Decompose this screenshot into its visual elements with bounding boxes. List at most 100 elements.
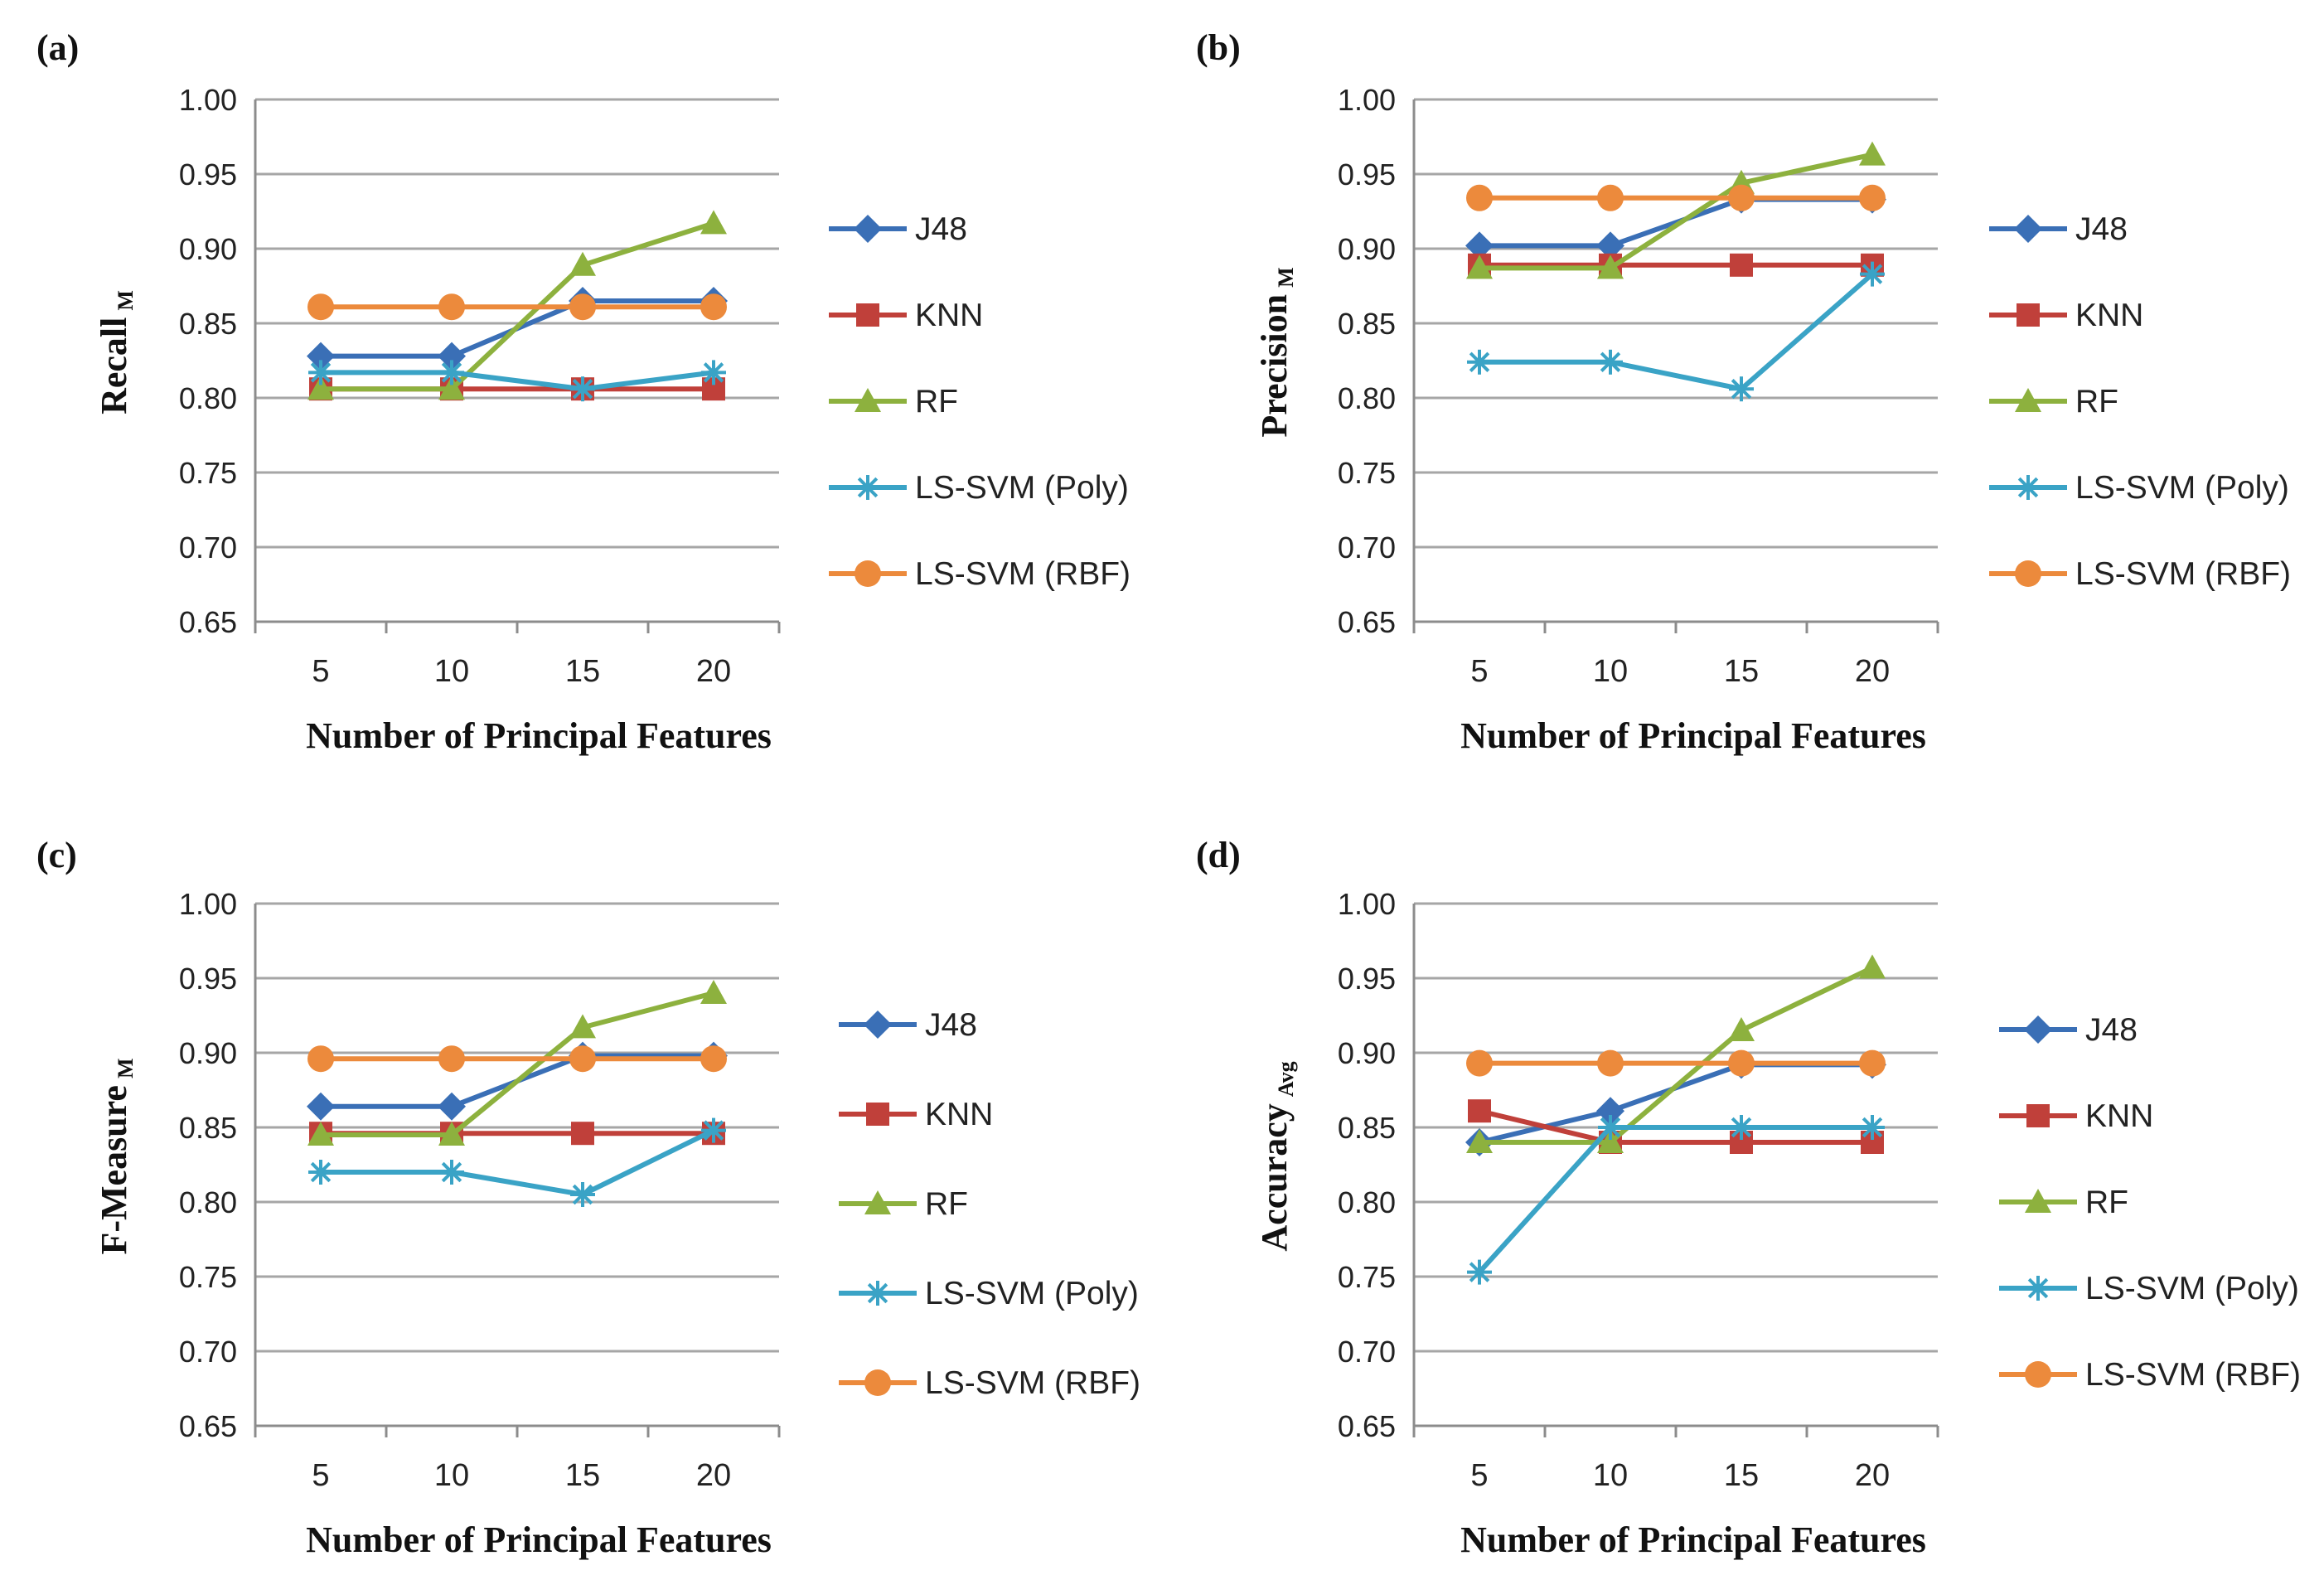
y-tick-labels: 0.65 0.70 0.75 0.80 0.85 0.90 0.95 1.00: [179, 887, 237, 1443]
legend-marker: [2025, 1361, 2051, 1388]
data-point: [701, 360, 726, 385]
series-line: [321, 991, 714, 1137]
x-tick-labels: 5 10 15 20: [312, 654, 731, 689]
legend-label: LS-SVM (RBF): [915, 556, 1131, 592]
y-axis-label-subscript: M: [114, 290, 138, 311]
y-tick-label: 0.90: [1338, 232, 1396, 266]
data-point: [1859, 954, 1886, 979]
data-point: [307, 293, 334, 321]
y-tick-label: 1.00: [179, 887, 237, 921]
y-tick-label: 0.80: [179, 1185, 237, 1219]
series-ls-svm-rbf: [1466, 184, 1886, 211]
data-point: [307, 376, 334, 400]
series-line: [1479, 965, 1874, 1145]
panel-d: (d) 0.65 0.70 0.75 0.80 0.85 0.90 0.95 1.00 5 10…: [1196, 835, 2301, 1560]
legend-label: LS-SVM (Poly): [2075, 470, 2289, 506]
data-point: [307, 1045, 334, 1073]
x-axis-label: Number of Principal Features: [1460, 715, 1926, 756]
x-tick-label: 20: [1855, 654, 1890, 689]
legend-label: KNN: [2075, 298, 2143, 333]
legend-item: J48: [829, 211, 967, 247]
series-lines: [307, 980, 728, 1207]
legend-label: J48: [2075, 211, 2128, 247]
panel-c: (c) 0.65 0.70 0.75 0.80 0.85 0.90 0.95 1.00 5 10…: [36, 835, 1140, 1560]
y-tick-label: 0.75: [179, 1260, 237, 1294]
y-tick-labels: 0.65 0.70 0.75 0.80 0.85 0.90 0.95 1.00: [1338, 83, 1396, 639]
series-line: [1479, 196, 1872, 249]
x-tick-label: 5: [312, 1458, 329, 1493]
data-point: [438, 1092, 466, 1121]
data-point: [1728, 184, 1755, 211]
legend-item: RF: [839, 1186, 968, 1222]
data-point: [1729, 1115, 1754, 1140]
legend-item: J48: [839, 1007, 977, 1043]
series-line: [1477, 1125, 1872, 1274]
series-rf: [1466, 954, 1886, 1153]
data-point: [1596, 231, 1624, 260]
legend-marker: [2015, 560, 2041, 587]
legend-marker: [864, 1369, 891, 1396]
data-point: [438, 1122, 465, 1146]
data-point: [1597, 254, 1624, 279]
x-axis-label: Number of Principal Features: [306, 715, 772, 756]
legend-label: RF: [925, 1186, 968, 1222]
legend-label: KNN: [915, 298, 983, 333]
y-tick-label: 0.75: [1338, 1260, 1396, 1294]
x-tick-label: 15: [565, 1458, 600, 1493]
legend-item: LS-SVM (Poly): [829, 470, 1129, 506]
data-point: [569, 251, 596, 276]
data-point: [1728, 1017, 1755, 1041]
series-lines: [307, 210, 728, 402]
series-line: [1479, 152, 1873, 271]
x-tick-label: 20: [1855, 1458, 1890, 1493]
data-point: [1598, 1115, 1623, 1140]
x-tick-label: 10: [1593, 1458, 1628, 1493]
legend-label: RF: [2075, 384, 2118, 419]
legend-item: RF: [1989, 384, 2118, 419]
gridlines: [254, 902, 781, 1437]
data-point: [700, 293, 727, 321]
x-tick-labels: 5 10 15 20: [1470, 654, 1890, 689]
y-tick-label: 0.85: [179, 307, 237, 341]
y-tick-label: 0.70: [179, 531, 237, 565]
legend-label: J48: [915, 211, 967, 247]
legend-label: LS-SVM (Poly): [915, 470, 1129, 506]
x-tick-label: 15: [565, 654, 600, 689]
x-tick-label: 15: [1724, 654, 1759, 689]
x-tick-label: 15: [1724, 1458, 1759, 1493]
y-axis-label-subscript: Avg: [1274, 1061, 1298, 1097]
data-point: [1729, 376, 1754, 402]
y-tick-label: 0.90: [179, 232, 237, 266]
legend-label: LS-SVM (RBF): [2075, 556, 2291, 592]
series-ls-svm-poly: [1467, 261, 1885, 402]
legend-label: J48: [2085, 1012, 2138, 1048]
series-rf: [307, 980, 727, 1146]
panel-label: (b): [1196, 27, 1241, 68]
data-point: [1859, 141, 1886, 166]
legend-marker: [2017, 303, 2040, 327]
data-point: [700, 1045, 727, 1073]
panel-b: (b) 0.65 0.70 0.75 0.80 0.85 0.90 0.95 1.00 5 10…: [1196, 27, 2291, 756]
legend-item: KNN: [839, 1097, 993, 1132]
y-tick-label: 0.95: [1338, 158, 1396, 191]
data-point: [569, 1014, 596, 1039]
y-tick-labels: 0.65 0.70 0.75 0.80 0.85 0.90 0.95 1.00: [1338, 887, 1396, 1443]
data-point: [439, 360, 464, 385]
legend-label: RF: [915, 384, 958, 419]
y-tick-label: 0.80: [179, 381, 237, 415]
y-tick-label: 0.70: [1338, 1335, 1396, 1369]
x-tick-labels: 5 10 15 20: [1470, 1458, 1890, 1493]
series-line: [321, 1127, 715, 1197]
data-point: [1597, 184, 1624, 211]
data-point: [438, 293, 465, 321]
x-tick-label: 10: [1593, 654, 1628, 689]
data-point: [1860, 261, 1885, 287]
legend-item: LS-SVM (Poly): [1989, 470, 2289, 506]
x-tick-label: 20: [696, 1458, 731, 1493]
legend-marker: [2026, 1104, 2050, 1127]
y-tick-label: 0.70: [179, 1335, 237, 1369]
legend-marker: [864, 1190, 891, 1214]
y-axis-label: F-Measure M: [94, 1059, 138, 1255]
data-point: [701, 1117, 726, 1143]
data-point: [1467, 349, 1492, 375]
